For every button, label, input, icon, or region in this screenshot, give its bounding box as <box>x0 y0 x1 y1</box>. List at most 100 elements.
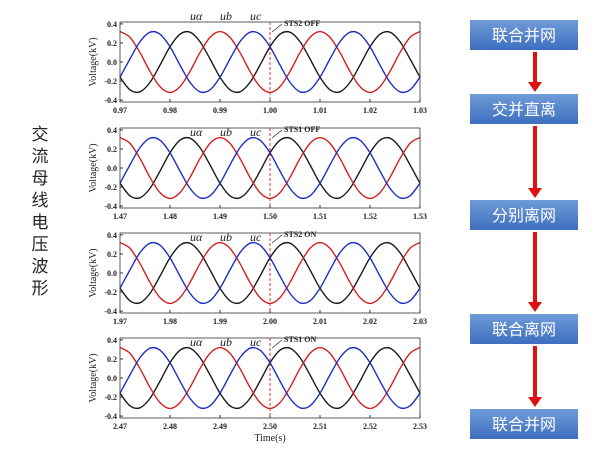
x-tick-label: 1.53 <box>413 212 427 221</box>
annotation-pointer <box>271 23 283 33</box>
x-tick-label: 0.97 <box>113 106 127 115</box>
y-tick-label: 0.2 <box>107 355 117 364</box>
flow-box <box>470 200 578 230</box>
x-tick-label: 1.50 <box>263 212 277 221</box>
y-tick-label: -0.4 <box>104 202 117 211</box>
series-line <box>119 241 421 305</box>
x-tick-label: 1.51 <box>313 212 327 221</box>
phase-label: uc <box>250 9 262 23</box>
flow-arrowhead <box>528 188 542 198</box>
side-label-char: 母 <box>32 169 49 189</box>
flow-step: 联合离网 <box>492 320 556 339</box>
x-tick-label: 1.02 <box>363 106 377 115</box>
series-line <box>119 136 421 200</box>
x-tick-label: 1.99 <box>213 317 227 326</box>
y-tick-label: -0.2 <box>104 393 117 402</box>
phase-label: ub <box>220 9 232 23</box>
y-tick-label: -0.4 <box>104 412 117 421</box>
flow-arrowhead <box>528 302 542 312</box>
x-tick-label: 2.49 <box>213 422 227 431</box>
phase-label: uc <box>250 335 262 349</box>
x-tick-label: 1.98 <box>163 317 177 326</box>
flow-box <box>470 409 578 439</box>
y-tick-label: 0.0 <box>107 374 117 383</box>
y-tick-label: -0.4 <box>104 307 117 316</box>
phase-label: uc <box>250 125 262 139</box>
flow-arrowhead <box>528 82 542 92</box>
flow-step: 交并直离 <box>492 100 556 119</box>
x-axis-label: Time(s) <box>254 433 285 444</box>
y-tick-label: 0.0 <box>107 164 117 173</box>
y-tick-label: 0.0 <box>107 269 117 278</box>
side-label-char: 波 <box>32 257 49 277</box>
x-tick-label: 0.99 <box>213 106 227 115</box>
y-tick-label: -0.4 <box>104 96 117 105</box>
y-axis-label: Voltage(kV) <box>88 143 99 192</box>
x-tick-label: 2.53 <box>413 422 427 431</box>
phase-label: ub <box>220 230 232 244</box>
x-tick-label: 2.50 <box>263 422 277 431</box>
annotation-pointer <box>271 129 283 139</box>
flow-step: 联合并网 <box>492 415 556 434</box>
series-line <box>119 346 421 410</box>
y-tick-label: 0.2 <box>107 250 117 259</box>
side-label-char: 电 <box>32 213 49 233</box>
y-tick-label: 0.4 <box>107 126 117 135</box>
side-label-char: 压 <box>32 235 49 255</box>
x-tick-label: 2.51 <box>313 422 327 431</box>
x-tick-label: 2.02 <box>363 317 377 326</box>
y-tick-label: -0.2 <box>104 77 117 86</box>
x-tick-label: 2.01 <box>313 317 327 326</box>
y-tick-label: 0.2 <box>107 145 117 154</box>
flow-box <box>470 314 578 344</box>
y-tick-label: 0.4 <box>107 20 117 29</box>
x-tick-label: 1.97 <box>113 317 127 326</box>
y-tick-label: -0.2 <box>104 288 117 297</box>
annotation: STS1 OFF <box>284 125 320 134</box>
flow-arrowhead <box>528 397 542 407</box>
panel: uα ub uc 0.4 0.2 0.0 -0.2 -0.42.47 2.48 2.49 2.50 2… <box>88 335 427 444</box>
x-tick-label: 1.47 <box>113 212 127 221</box>
y-axis-label: Voltage(kV) <box>88 248 99 297</box>
y-axis-label: Voltage(kV) <box>88 37 99 86</box>
phase-label: uα <box>190 335 203 349</box>
phase-label: uα <box>190 9 203 23</box>
phase-label: ub <box>220 335 232 349</box>
x-tick-label: 2.00 <box>263 317 277 326</box>
x-tick-label: 2.48 <box>163 422 177 431</box>
side-label-char: 流 <box>32 147 49 167</box>
y-tick-label: 0.4 <box>107 231 117 240</box>
side-label-char: 交 <box>32 125 49 145</box>
series-line <box>119 30 421 94</box>
panel: uα ub uc 0.4 0.2 0.0 -0.2 -0.41.47 1.48 1.49 1.50 1… <box>88 125 427 221</box>
annotation: STS2 ON <box>284 230 316 239</box>
flow-step: 分别离网 <box>492 206 556 225</box>
panel: uα ub uc 0.4 0.2 0.0 -0.2 -0.40.97 0.98 0.99 1.00 1… <box>88 9 427 115</box>
side-label-char: 形 <box>32 279 49 299</box>
phase-label: uα <box>190 230 203 244</box>
phase-label: uα <box>190 125 203 139</box>
flow-box <box>470 20 578 50</box>
panel: uα ub uc 0.4 0.2 0.0 -0.2 -0.41.97 1.98 1.99 2.00 2… <box>88 230 427 326</box>
x-tick-label: 2.47 <box>113 422 127 431</box>
x-tick-label: 2.03 <box>413 317 427 326</box>
phase-label: ub <box>220 125 232 139</box>
x-tick-label: 1.00 <box>263 106 277 115</box>
x-tick-label: 1.52 <box>363 212 377 221</box>
annotation-pointer <box>271 234 283 244</box>
phase-label: uc <box>250 230 262 244</box>
annotation-pointer <box>271 339 283 349</box>
x-tick-label: 1.01 <box>313 106 327 115</box>
y-axis-label: Voltage(kV) <box>88 353 99 402</box>
x-tick-label: 0.98 <box>163 106 177 115</box>
x-tick-label: 1.48 <box>163 212 177 221</box>
y-tick-label: 0.4 <box>107 336 117 345</box>
flow-step: 联合并网 <box>492 26 556 45</box>
side-label-char: 线 <box>32 191 49 211</box>
x-tick-label: 2.52 <box>363 422 377 431</box>
x-tick-label: 1.49 <box>213 212 227 221</box>
annotation: STS1 ON <box>284 335 316 344</box>
y-tick-label: -0.2 <box>104 183 117 192</box>
